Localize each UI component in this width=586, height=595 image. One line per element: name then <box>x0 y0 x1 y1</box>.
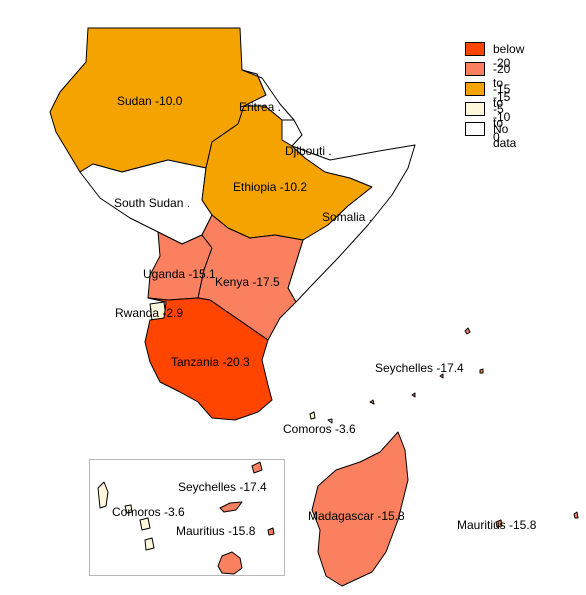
label-rwanda: Rwanda -2.9 <box>115 306 184 320</box>
legend-swatch <box>465 42 485 56</box>
legend-swatch <box>465 122 485 136</box>
label-madagascar: Madagascar -15.8 <box>308 509 405 523</box>
island-comoros-1 <box>309 411 316 420</box>
label-mauritius: Mauritius -15.8 <box>457 518 537 532</box>
island-mauritius-1 <box>495 519 503 528</box>
island-mauritius-2 <box>573 511 579 519</box>
legend-label: -5 to 0 <box>493 102 504 144</box>
island-seychelles-3 <box>411 392 416 398</box>
inset-mauritius-main <box>217 551 243 575</box>
label-seychelles: Seychelles -17.4 <box>375 361 464 375</box>
inset-comoros-4 <box>144 537 155 551</box>
label-south-sudan: South Sudan . <box>114 196 191 210</box>
label-kenya: Kenya -17.5 <box>215 275 280 289</box>
legend-label: -15 to -10 <box>493 82 511 124</box>
inset-label-mauritius: Mauritius -15.8 <box>176 524 256 538</box>
island-seychelles-4 <box>369 399 375 405</box>
legend-label: No data <box>493 122 517 150</box>
label-comoros: Comoros -3.6 <box>283 422 356 436</box>
inset-mauritius-small <box>267 527 275 536</box>
region-kenya[interactable] <box>197 214 304 341</box>
legend-label: -20 to -15 <box>493 62 511 104</box>
region-madagascar[interactable] <box>311 431 409 587</box>
label-ethiopia: Ethiopia -10.2 <box>233 180 308 194</box>
inset-seychelles-main <box>251 461 263 474</box>
island-seychelles-2 <box>479 368 484 374</box>
label-eritrea: Eritrea . <box>239 100 282 114</box>
inset-comoros-3 <box>139 517 151 531</box>
legend-swatch <box>465 102 485 116</box>
island-seychelles-1 <box>464 327 471 335</box>
region-tanzania[interactable] <box>144 297 273 421</box>
island-comoros-2 <box>327 418 333 424</box>
label-uganda: Uganda -15.1 <box>143 267 216 281</box>
island-seychelles-5 <box>439 373 444 379</box>
inset-comoros-1 <box>97 481 109 509</box>
inset-label-comoros: Comoros -3.6 <box>112 505 185 519</box>
label-tanzania: Tanzania -20.3 <box>171 355 250 369</box>
legend-label: below -20 <box>493 42 525 70</box>
inset-seychelles-small <box>219 501 243 513</box>
inset-comoros-2 <box>124 504 133 514</box>
label-somalia: Somalia . <box>322 210 373 224</box>
inset-label-seychelles: Seychelles -17.4 <box>178 480 267 494</box>
inset-box <box>89 459 285 576</box>
legend-swatch <box>465 82 485 96</box>
label-sudan: Sudan -10.0 <box>117 94 183 108</box>
legend-swatch <box>465 62 485 76</box>
label-djibouti: Djibouti . <box>285 144 332 158</box>
